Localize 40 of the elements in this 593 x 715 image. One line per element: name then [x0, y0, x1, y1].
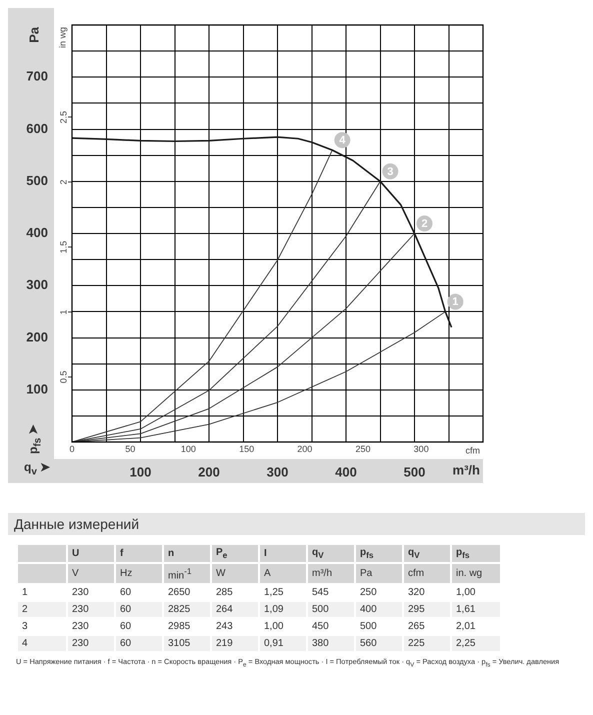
y-tick-label: 300 [26, 277, 48, 292]
text: 2 230 60 2825 264 1,09 500 400 295 1,61 [22, 604, 476, 616]
y2-tick-label: 1 [58, 310, 68, 315]
y-tick-label: 100 [26, 381, 48, 396]
y2-tick-label: 2 [58, 180, 68, 185]
y-tick-label: 500 [26, 172, 48, 188]
annotation: 2 [421, 218, 428, 230]
annotation: 1 [452, 296, 458, 308]
y2-axis-title: in wg [57, 27, 68, 48]
annotation: 3 [387, 166, 394, 178]
x2-axis-title: cfm [466, 445, 480, 456]
text: V Hz min$^{-1}$ W A m³/h Pa cfm in. wg [72, 566, 482, 582]
y2-tick-label: 2.5 [58, 110, 68, 124]
x-tick-label: 300 [266, 464, 288, 480]
x2-tick-label: 0 [69, 444, 75, 454]
text: 3 230 60 2985 243 1,00 450 500 265 2,01 [22, 621, 476, 632]
y2-tick-label: 0.5 [58, 370, 68, 384]
y-axis-title: Pa [26, 26, 42, 43]
y-tick-label: 600 [26, 120, 48, 136]
x-axis-title: m³/h [452, 462, 480, 478]
text: Данные измерений [8, 513, 585, 535]
text: 4 230 60 3105 219 0,91 380 560 225 2,25 [22, 638, 476, 650]
x2-tick-label: 50 [125, 444, 136, 454]
text: U f n P$_{e}$ I q$_{V}$ p$_{fs}$ q$_{V}$ p$_{fs}$ [72, 547, 470, 560]
x2-tick-label: 150 [239, 444, 254, 454]
x2-tick-label: 250 [355, 444, 371, 454]
x-tick-label: 100 [130, 464, 152, 480]
y2-tick-label: 1.5 [58, 240, 68, 254]
x2-tick-label: 300 [414, 444, 429, 454]
x-tick-label: 400 [335, 464, 357, 480]
y-tick-label: 400 [26, 225, 48, 240]
x-tick-label: 200 [198, 464, 220, 480]
text: 1 230 60 2650 285 1,25 545 250 320 1,00 [22, 587, 476, 598]
y-tick-label: 700 [26, 68, 48, 84]
y-tick-label: 200 [26, 329, 48, 344]
x-tick-label: 500 [404, 464, 426, 480]
x2-tick-label: 200 [297, 444, 312, 454]
x2-tick-label: 100 [180, 444, 196, 454]
annotation: 4 [339, 134, 346, 147]
text: q$_{v}$ ➤ [24, 460, 50, 478]
